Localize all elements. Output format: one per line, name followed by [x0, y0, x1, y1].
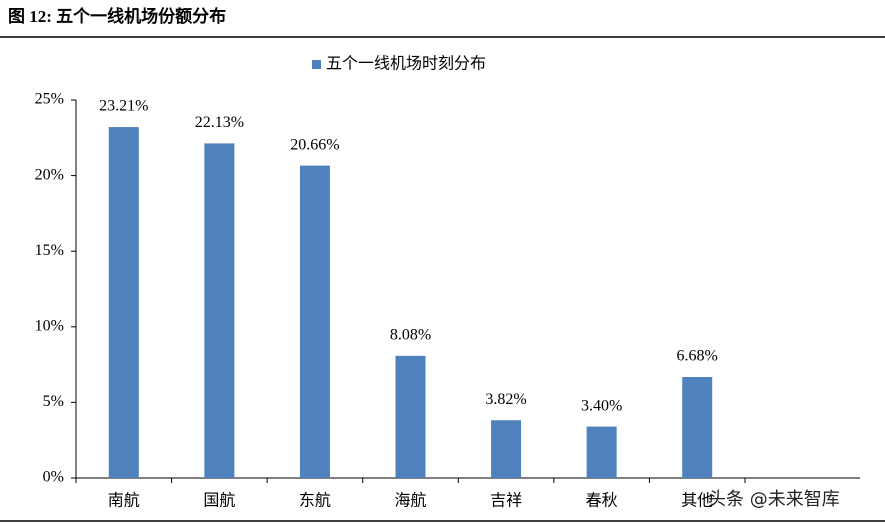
y-tick-label: 10% [35, 317, 64, 334]
bar [108, 127, 139, 479]
y-tick-label: 25% [35, 91, 64, 108]
x-tick-label: 东航 [299, 492, 331, 510]
bar [682, 376, 713, 478]
bar [204, 143, 235, 478]
y-tick-label: 0% [43, 469, 64, 486]
bar [299, 165, 330, 479]
data-label: 6.68% [677, 348, 718, 365]
x-tick-label: 南航 [108, 492, 140, 510]
y-tick-label: 5% [43, 393, 64, 410]
legend-swatch [312, 60, 321, 69]
bar [395, 355, 426, 478]
y-tick-label: 20% [35, 166, 64, 183]
data-label: 22.13% [195, 114, 244, 131]
x-tick-label: 吉祥 [490, 492, 522, 510]
plot: 0% 5% 10% 15% 20% 25% 南航 国航 东航 海航 吉祥 春秋 其他 23.21% 22.1… [35, 55, 860, 510]
data-label: 23.21% [99, 98, 148, 115]
x-tick-label: 海航 [394, 492, 426, 510]
bar [491, 420, 522, 478]
data-label: 3.40% [581, 397, 622, 414]
y-tick-label: 15% [35, 242, 64, 259]
legend-label: 五个一线机场时刻分布 [326, 55, 486, 73]
figure-title: 图 12: 五个一线机场份额分布 [8, 6, 226, 26]
x-tick-label: 其他 [681, 492, 713, 510]
data-label: 20.66% [290, 136, 339, 153]
data-label: 3.82% [485, 391, 526, 408]
x-tick-label: 国航 [203, 492, 235, 510]
bar [586, 426, 617, 478]
x-tick-label: 春秋 [586, 492, 618, 510]
data-label: 8.08% [390, 327, 431, 344]
watermark: 头条 @未来智库 [708, 489, 840, 510]
